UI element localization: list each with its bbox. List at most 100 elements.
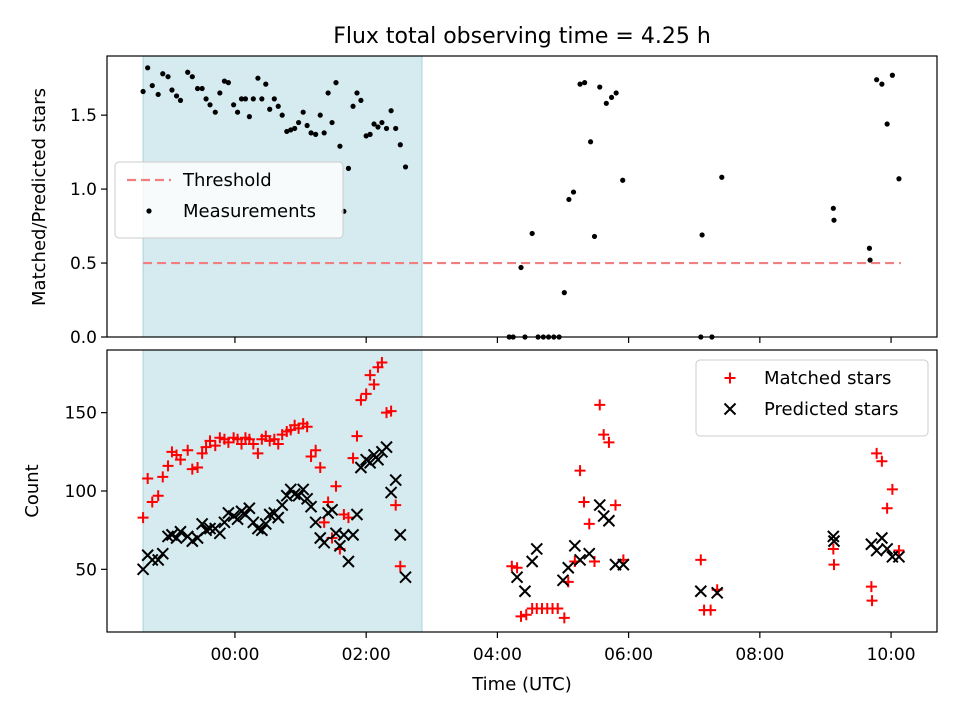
- data-point: [603, 436, 615, 448]
- data-point: [515, 610, 527, 622]
- data-point: [710, 586, 724, 600]
- data-point: [292, 489, 305, 502]
- data-point: [238, 96, 245, 102]
- data-point: [397, 142, 403, 148]
- data-point: [243, 502, 256, 515]
- data-point: [587, 139, 594, 145]
- data-point: [594, 399, 606, 411]
- data-point: [394, 528, 407, 542]
- data-point: [695, 554, 707, 566]
- data-point: [609, 499, 621, 511]
- data-point: [556, 574, 570, 587]
- count-y-axis-label: Count: [22, 464, 43, 517]
- data-point: [591, 233, 598, 240]
- data-point: [384, 486, 398, 499]
- data-point: [333, 80, 339, 86]
- data-point: [363, 456, 377, 470]
- data-point: [185, 69, 191, 75]
- data-point: [583, 547, 596, 560]
- data-point: [347, 452, 359, 464]
- data-point: [354, 90, 360, 96]
- data-point: [169, 87, 175, 93]
- data-point: [300, 492, 314, 506]
- data-point: [182, 444, 194, 456]
- data-point: [222, 436, 234, 448]
- data-point: [889, 72, 895, 78]
- legend-swatch-matched-stars: [724, 372, 736, 384]
- data-point: [152, 490, 164, 502]
- data-point: [886, 483, 898, 495]
- data-point: [292, 125, 298, 132]
- data-point: [719, 174, 725, 180]
- data-point: [177, 97, 184, 103]
- x-tick-label: 08:00: [735, 645, 784, 665]
- data-point: [530, 542, 543, 556]
- legend-box: [114, 161, 344, 239]
- data-point: [271, 96, 277, 102]
- data-point: [212, 109, 218, 115]
- data-point: [252, 447, 264, 459]
- data-point: [279, 112, 285, 118]
- data-point: [170, 531, 183, 545]
- data-point: [156, 547, 169, 560]
- data-point: [140, 88, 146, 95]
- data-point: [380, 440, 393, 454]
- data-point: [165, 74, 171, 80]
- data-point: [360, 388, 372, 400]
- data-point: [231, 102, 237, 108]
- data-point: [568, 539, 582, 553]
- data-point: [146, 496, 158, 508]
- data-point: [593, 498, 606, 512]
- data-point: [613, 90, 619, 96]
- data-point: [295, 119, 302, 126]
- count-y-tick-label: 50: [75, 560, 97, 580]
- data-point: [598, 429, 610, 441]
- data-point: [394, 560, 406, 572]
- data-point: [272, 511, 285, 524]
- data-point: [525, 555, 539, 568]
- data-point: [234, 109, 241, 115]
- data-point: [267, 106, 273, 112]
- ratio-y-tick-label: 1.0: [70, 180, 97, 200]
- data-point: [305, 451, 317, 463]
- data-point: [195, 517, 209, 531]
- data-point: [337, 528, 351, 542]
- data-point: [300, 109, 306, 115]
- data-point: [371, 121, 377, 127]
- data-point: [367, 131, 373, 137]
- data-point: [207, 102, 213, 108]
- data-point: [231, 512, 244, 526]
- data-point: [221, 78, 228, 84]
- data-point: [304, 500, 318, 513]
- data-point: [562, 561, 575, 574]
- count-marks: [136, 357, 906, 624]
- data-point: [608, 94, 615, 101]
- legend-label: Matched stars: [764, 368, 891, 389]
- data-point: [388, 108, 394, 114]
- data-point: [603, 100, 609, 106]
- data-point: [218, 516, 231, 529]
- data-point: [570, 189, 577, 195]
- data-point: [350, 508, 364, 521]
- count-y-tick-label: 150: [65, 404, 97, 424]
- data-point: [325, 90, 331, 96]
- data-point: [893, 545, 905, 557]
- data-point: [597, 84, 603, 90]
- figure-title: Flux total observing time = 4.25 h: [333, 24, 711, 49]
- data-point: [160, 71, 166, 77]
- data-point: [137, 512, 149, 524]
- ratio-y-axis-label: Matched/Predicted stars: [29, 88, 50, 306]
- data-point: [296, 483, 310, 496]
- data-point: [617, 558, 630, 571]
- data-point: [350, 103, 356, 109]
- data-point: [831, 217, 837, 223]
- data-point: [389, 473, 402, 487]
- data-point: [308, 130, 314, 136]
- data-point: [393, 125, 399, 132]
- data-point: [402, 164, 409, 170]
- data-point: [879, 81, 885, 87]
- data-point: [149, 82, 155, 89]
- data-point: [142, 472, 154, 484]
- data-point: [620, 177, 626, 183]
